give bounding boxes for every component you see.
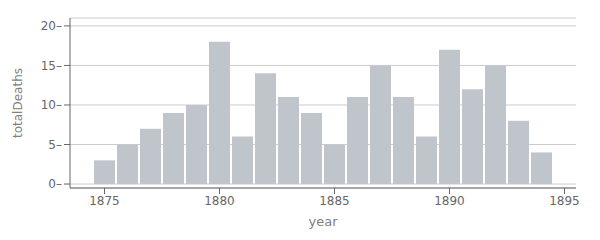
svg-text:10–: 10–: [41, 98, 62, 112]
svg-text:5–: 5–: [48, 138, 62, 152]
svg-text:1895: 1895: [549, 194, 580, 208]
svg-text:15–: 15–: [41, 59, 62, 73]
svg-text:totalDeaths: totalDeaths: [11, 68, 25, 138]
svg-text:1890: 1890: [434, 194, 465, 208]
svg-text:year: year: [308, 214, 338, 229]
svg-text:0–: 0–: [48, 177, 62, 191]
svg-text:1880: 1880: [204, 194, 235, 208]
svg-text:1885: 1885: [319, 194, 350, 208]
svg-text:20–: 20–: [41, 19, 62, 33]
svg-text:1875: 1875: [89, 194, 120, 208]
